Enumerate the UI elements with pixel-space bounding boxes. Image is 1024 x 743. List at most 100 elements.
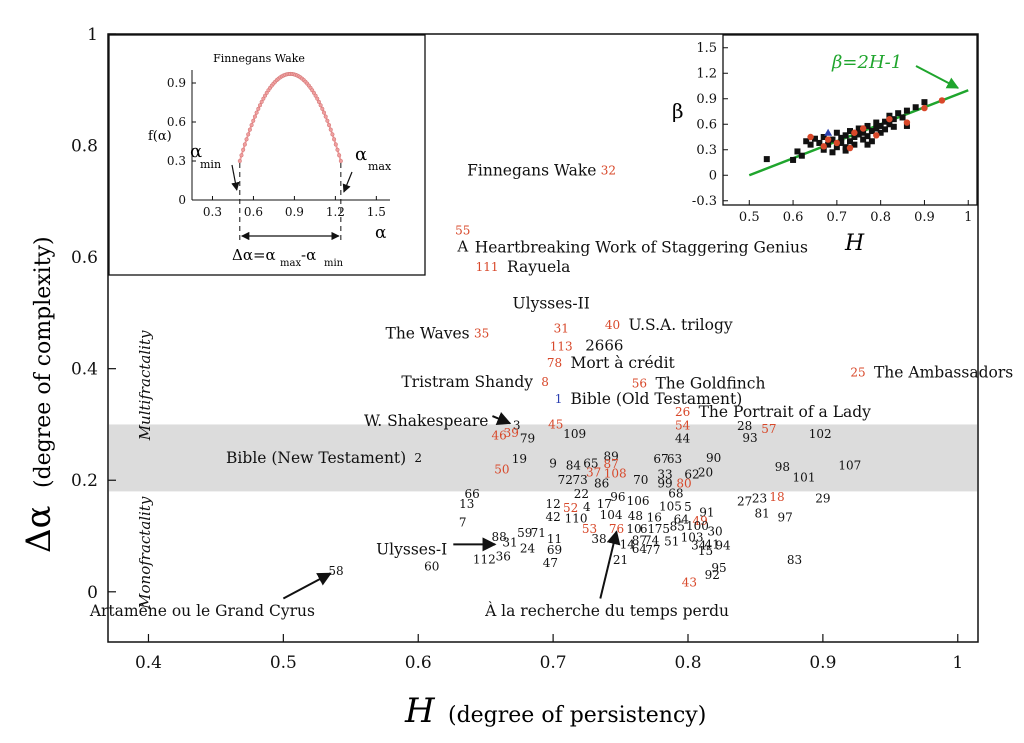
annotation-label: W. Shakespeare [364, 412, 488, 430]
delta-alpha-formula: Δα=α max -α min [232, 246, 344, 269]
beta-point-red [833, 139, 841, 147]
data-point-label: 97 [777, 511, 792, 525]
spectrum-point [318, 103, 323, 108]
data-point-label: 60 [424, 560, 439, 574]
data-point-label: 36 [496, 550, 511, 564]
annotation-label: À la recherche du temps perdu [484, 602, 729, 620]
beta-point-black [921, 99, 928, 106]
beta-point-black [798, 152, 805, 159]
main-x-tick-label: 0.7 [540, 653, 567, 673]
beta-point-red [921, 104, 928, 112]
beta-point-red [820, 143, 827, 150]
data-point-label: 101 [793, 470, 816, 484]
data-point-label: 79 [520, 431, 535, 445]
beta-point-black [851, 134, 858, 140]
inset-beta-x-tick-label: 0.9 [914, 210, 935, 225]
data-point-label: 93 [742, 431, 757, 445]
data-point-label: 95 [711, 561, 726, 575]
beta-point-black [912, 104, 919, 111]
data-point-label: 16 [647, 511, 662, 525]
beta-point-red [886, 115, 893, 123]
alpha-max-pointer [342, 171, 353, 193]
spectrum-point [237, 158, 242, 164]
beta-point-black [816, 139, 823, 146]
data-point-label: 80 [676, 477, 691, 491]
data-point-label: 33 [657, 468, 672, 482]
spectrum-point [325, 118, 330, 123]
data-point-label: 84 [566, 459, 582, 473]
annotation-arrow [282, 572, 332, 600]
delta-formula-sub-min: min [324, 258, 344, 269]
data-point-label: 34 [691, 539, 707, 553]
data-point-label: 87 [632, 533, 647, 547]
data-point-label: 87 [603, 457, 618, 471]
data-point-label: 15 [698, 544, 713, 558]
data-point-label: 70 [633, 473, 648, 487]
spectrum-point [330, 132, 335, 137]
inset-spectrum-xlabel: α [375, 223, 387, 243]
main-axis-ticks: 0.4 0.5 0.6 0.7 0.8 0.9 100.20.40.60.81 [71, 25, 963, 673]
main-x-tick-label: 0.5 [270, 653, 297, 673]
data-point-label: 89 [603, 449, 618, 463]
spectrum-point [246, 132, 251, 137]
spectrum-point [259, 99, 264, 104]
data-point-label: 111 [476, 260, 499, 274]
inset-spectrum-x-tick-label: 1.2 [326, 205, 345, 219]
data-point-label: 31 [502, 536, 517, 550]
beta-point-black [790, 156, 797, 163]
spectrum-point [251, 118, 256, 123]
data-point-label: 37 [586, 465, 601, 479]
data-point-label: 20 [698, 465, 713, 479]
beta-point-black [877, 122, 884, 129]
data-point-label: 53 [582, 522, 597, 536]
alpha-min-subscript: min [200, 158, 221, 171]
spectrum-point [328, 127, 333, 132]
spectrum-point [327, 123, 332, 128]
data-point-label: 26 [675, 405, 690, 419]
data-point-label: 96 [610, 490, 625, 504]
spectrum-point [244, 137, 249, 142]
data-point-label: 112 [473, 552, 496, 566]
data-point-label: 3 [513, 419, 521, 433]
data-point-label: 74 [644, 533, 660, 547]
beta-point-red [903, 119, 911, 126]
data-point-label: 57 [761, 422, 776, 436]
main-y-tick-label: 0.8 [71, 137, 98, 157]
spectrum-point [241, 147, 246, 152]
data-point-label: 4 [583, 500, 591, 514]
main-x-tick-label: 0.8 [674, 653, 701, 673]
alpha-max-symbol: α [355, 144, 367, 165]
inset-spectrum-y-tick-label: 0.9 [167, 76, 186, 90]
data-point-label: 24 [520, 541, 536, 555]
beta-point-black [890, 123, 897, 130]
region-label: Monofractality [136, 496, 154, 610]
beta-point-black [842, 144, 849, 151]
inset-spectrum-x-tick-label: 0.9 [285, 205, 304, 219]
beta-point-red [851, 129, 858, 136]
work-title-label: Tristram Shandy [401, 373, 533, 391]
data-point-label: 19 [512, 452, 527, 466]
spectrum-point [249, 123, 254, 128]
main-arrow-annotations: W. Shakespeare Ulysses-I Artamène ou le Gr… [89, 412, 729, 620]
data-point-label: 47 [543, 556, 558, 570]
beta-point-black [825, 141, 832, 148]
data-point-label: 7 [459, 516, 467, 530]
data-point-label: 12 [545, 497, 560, 511]
region-label: Multifractality [136, 330, 154, 441]
beta-point-red [873, 132, 880, 139]
spectrum-point [315, 96, 320, 101]
delta-formula-minus: -α [301, 246, 316, 264]
inset-beta-y-tick-label: 0 [709, 168, 717, 183]
work-title-label: Mort à crédit [570, 354, 675, 372]
data-point-label: 50 [494, 463, 509, 477]
beta-point-black [847, 128, 853, 135]
data-point-label: 98 [775, 460, 790, 474]
spectrum-point [335, 147, 340, 152]
data-point-label: 2666 [585, 336, 623, 354]
alpha-max-subscript: max [368, 160, 392, 173]
data-point-label: 64 [674, 512, 690, 526]
annotation-label: Ulysses-I [376, 540, 447, 558]
data-point-label: 2 [414, 451, 422, 465]
